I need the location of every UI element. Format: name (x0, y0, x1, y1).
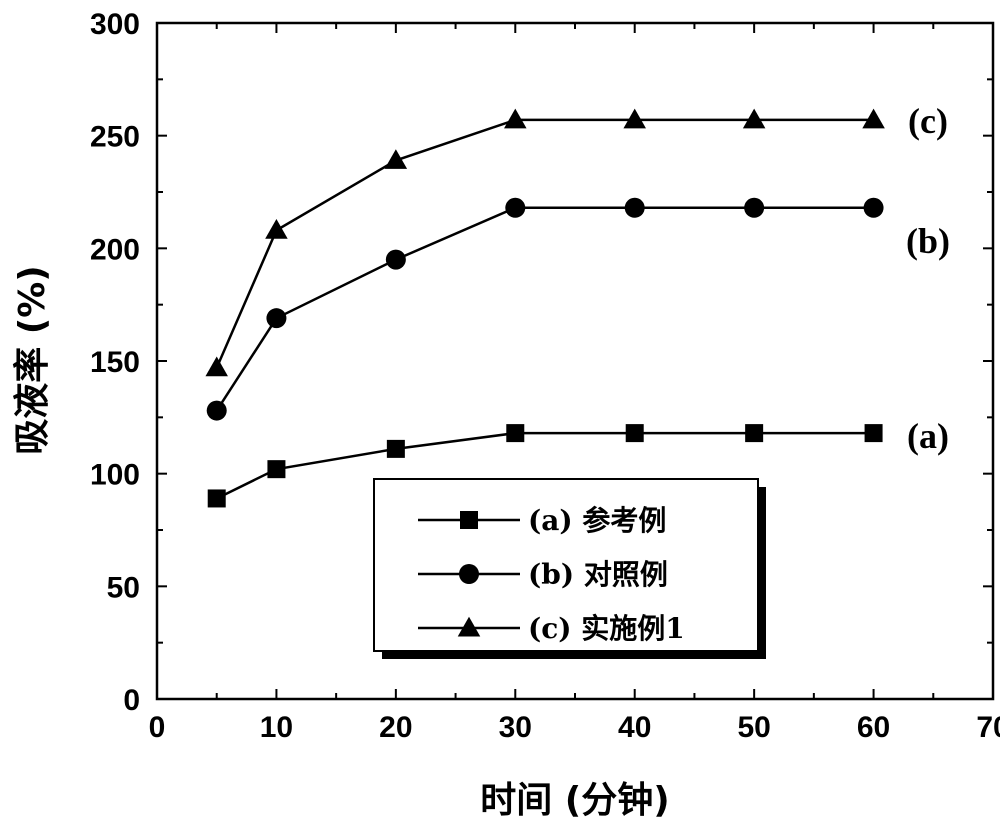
y-tick-label: 0 (123, 684, 140, 717)
data-point (267, 460, 286, 479)
legend-label: (c) 实施例1 (528, 612, 685, 645)
series-line (215, 206, 874, 412)
data-point (864, 424, 883, 443)
data-point (862, 108, 885, 129)
y-tick-label: 50 (107, 571, 140, 604)
curve-labels: (a) (b) (c) (906, 101, 950, 456)
x-tick-label: 50 (737, 711, 770, 744)
legend-label: (b) 对照例 (528, 558, 668, 591)
data-point (504, 108, 527, 129)
data-point (266, 308, 287, 329)
legend-marker (460, 511, 478, 529)
y-tick-label: 100 (90, 459, 140, 492)
data-point (506, 424, 525, 443)
data-point (205, 356, 228, 377)
y-tick-label: 200 (90, 233, 140, 266)
data-point (744, 197, 765, 218)
y-tick-label: 300 (90, 8, 140, 41)
curve-label: (b) (906, 221, 950, 261)
curve-label: (a) (907, 416, 949, 456)
data-point (386, 439, 405, 458)
legend-marker (457, 616, 481, 637)
series-c (205, 108, 885, 377)
data-point (385, 249, 406, 270)
x-tick-label: 30 (499, 711, 532, 744)
series-b (206, 197, 884, 421)
legend-label: (a) 参考例 (528, 504, 666, 537)
data-point (207, 489, 226, 508)
x-tick-label: 20 (379, 711, 412, 744)
curve-label: (c) (908, 101, 948, 141)
x-tick-label: 10 (260, 711, 293, 744)
x-tick-label: 70 (976, 711, 1000, 744)
x-axis-title: 时间 (分钟) (480, 780, 669, 821)
y-tick-label: 250 (90, 121, 140, 154)
axes: 0 10 20 30 40 50 60 70 0 50 100 150 200 250 300 (90, 8, 1000, 744)
legend-marker (459, 564, 479, 584)
x-tick-label: 60 (857, 711, 890, 744)
data-point (742, 108, 766, 129)
series-layer (205, 108, 885, 508)
data-point (384, 149, 408, 169)
data-point (625, 424, 644, 443)
data-point (863, 197, 884, 218)
legend-box (373, 478, 759, 652)
legend: (a) 参考例 (b) 对照例 (c) 实施例1 (373, 478, 766, 659)
series-line (215, 118, 874, 369)
x-tick-label: 40 (618, 711, 651, 744)
series-a (207, 424, 883, 508)
y-axis-title: 吸液率 (%) (12, 265, 53, 455)
y-tick-label: 150 (90, 346, 140, 379)
data-point (624, 197, 645, 218)
data-point (505, 197, 526, 218)
data-point (623, 108, 646, 129)
x-tick-label: 0 (149, 711, 166, 744)
data-point (206, 400, 227, 421)
data-point (265, 219, 288, 239)
data-point (745, 424, 764, 443)
